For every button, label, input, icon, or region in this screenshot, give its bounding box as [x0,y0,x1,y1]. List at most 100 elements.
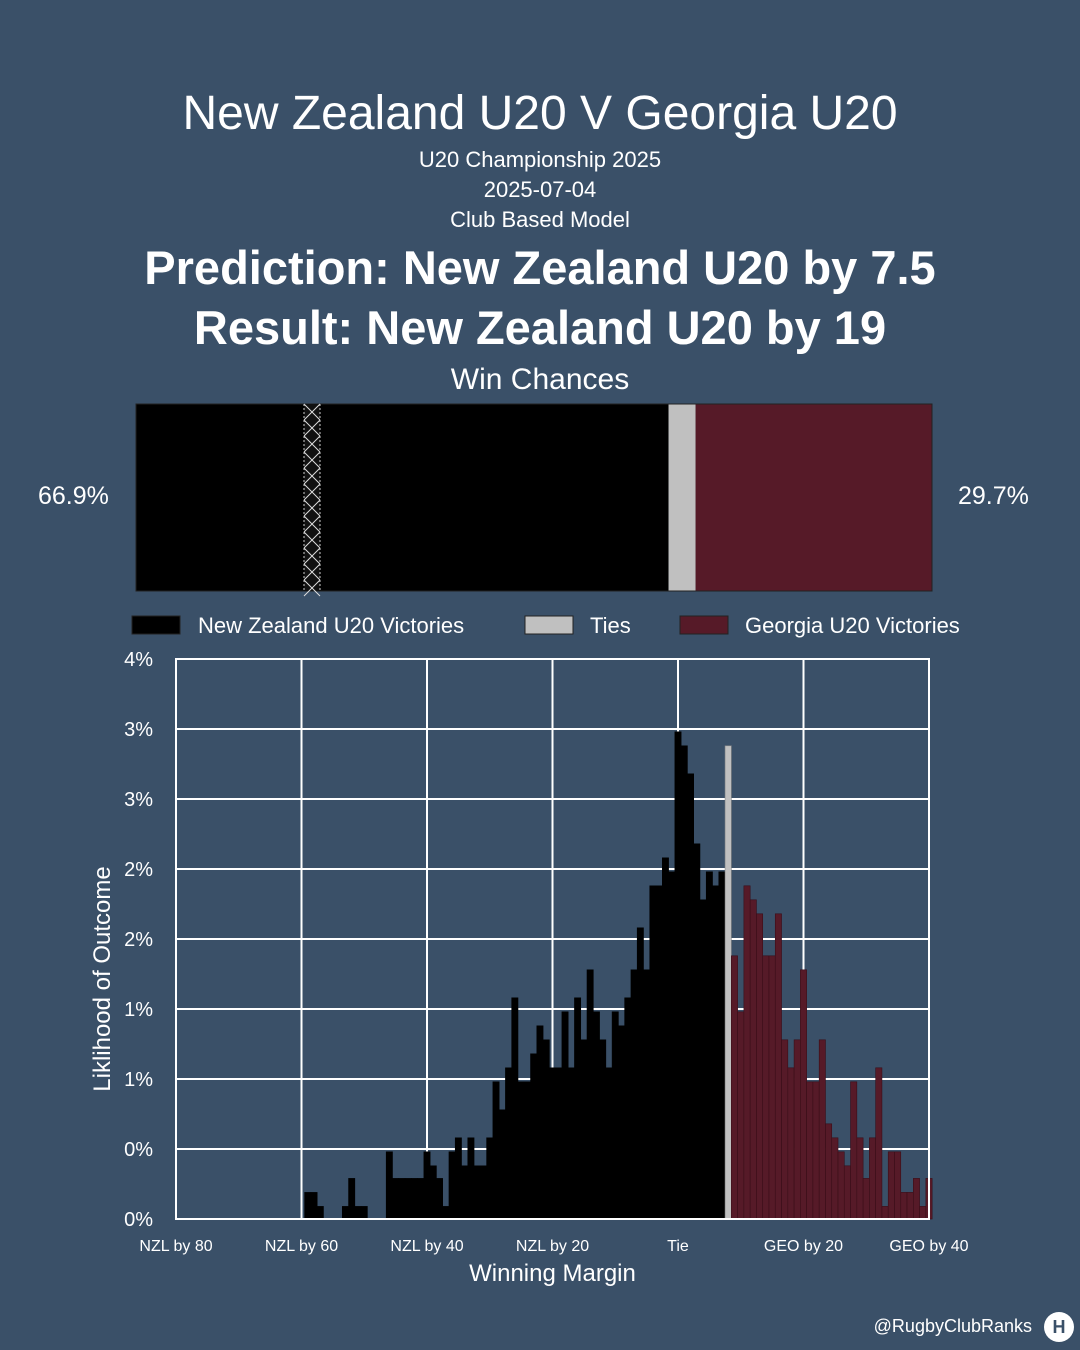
histogram-bar [743,885,751,1220]
histogram-bar [913,1178,920,1220]
histogram-bar [630,969,638,1220]
away-win-percent: 29.7% [958,482,1029,510]
x-tick-label: NZL by 20 [516,1238,589,1255]
histogram-bar [423,1151,431,1220]
histogram-bar [837,1151,845,1220]
histogram-bar [385,1151,393,1220]
histogram-bar [693,843,701,1220]
histogram-bar [404,1178,412,1220]
x-axis-label: Winning Margin [469,1260,636,1287]
histogram-bar [781,1039,789,1220]
histogram-bar [561,1011,569,1220]
histogram-bar [774,913,782,1220]
histogram-bar [705,871,713,1220]
histogram-bar [480,1165,487,1220]
histogram-bar [850,1081,858,1220]
histogram-bar [429,1165,437,1220]
histogram-bar [718,871,726,1220]
histogram-bar [624,997,632,1220]
y-tick-label: 0% [124,1209,153,1231]
competition-name: U20 Championship 2025 [418,147,662,172]
y-tick-label: 1% [124,1069,153,1091]
histogram-bar [517,1081,525,1220]
histogram-bar [467,1137,475,1220]
histogram-bar [574,997,582,1220]
match-date: 2025-07-04 [483,177,597,202]
result-text: Result: New Zealand U20 by 19 [193,301,887,354]
x-tick-label: Tie [667,1238,689,1255]
histogram-bar [486,1137,494,1220]
histogram-bar [549,1067,556,1220]
histogram-bar [856,1137,864,1220]
bar-outline [135,403,933,592]
result-marker-strip [303,403,321,597]
x-tick-label: NZL by 80 [139,1238,212,1255]
bar-segment-away [695,404,932,591]
twitter-handle[interactable]: @RugbyClubRanks [873,1316,1032,1336]
histogram-bar [592,1011,600,1220]
histogram-bar [655,885,663,1220]
y-tick-label: 3% [124,789,153,811]
histogram-bar [900,1192,908,1220]
brand-logo-icon: H [1044,1312,1074,1342]
histogram-bar [806,1081,814,1220]
histogram-bar [511,997,519,1220]
histogram-bar [436,1178,443,1220]
histogram-bar [787,1067,795,1220]
histogram-bar [492,1081,500,1220]
legend-label: Ties [590,613,631,638]
histogram-bar [618,1025,625,1220]
bar-segment-home [136,404,669,591]
y-tick-label: 0% [124,1139,153,1161]
histogram-bar [680,745,688,1220]
histogram-bar [649,885,657,1220]
histogram-bar [724,745,732,1220]
legend-label: New Zealand U20 Victories [198,613,464,638]
histogram-bar [341,1206,349,1220]
y-tick-label: 4% [124,649,153,671]
histogram-bar [662,857,669,1220]
histogram-bar [875,1067,883,1220]
y-tick-label: 1% [124,999,153,1021]
histogram-bar [800,969,807,1220]
histogram-bar [762,955,770,1220]
histogram-bar [674,731,682,1220]
histogram-bar [668,871,676,1220]
x-tick-label: NZL by 60 [265,1238,338,1255]
histogram-bar [881,1206,889,1220]
legend-swatch [131,615,181,635]
histogram-bar [536,1025,544,1220]
x-tick-label: NZL by 40 [390,1238,463,1255]
y-tick-label: 2% [124,929,153,951]
y-tick-label: 3% [124,719,153,741]
histogram-bar [643,969,651,1220]
histogram-bar [599,1039,607,1220]
histogram-bar [687,773,694,1220]
histogram-bar [398,1178,406,1220]
histogram-bar [869,1137,876,1220]
histogram-bar [411,1178,418,1220]
histogram-bar [894,1151,902,1220]
histogram-bar [505,1067,513,1220]
histogram-bar [793,1039,801,1220]
histogram-bar [567,1067,575,1220]
y-axis-label: Liklihood of Outcome [89,866,116,1091]
histogram-bar [580,1039,588,1220]
page-title: New Zealand U20 V Georgia U20 [182,87,898,140]
histogram-bar [523,1081,531,1220]
y-tick-labels: 0% 0% 1% 1% 2% 2% 3% 3% 4% [124,649,153,1231]
histogram-bar [555,1067,563,1220]
histogram-bar [887,1151,895,1220]
legend-swatch [524,615,574,635]
histogram-bar [310,1192,318,1220]
histogram-bar [354,1206,362,1220]
win-chances-bar [135,403,933,597]
histogram-bar [756,913,764,1220]
histogram-bar [392,1178,400,1220]
prediction-text: Prediction: New Zealand U20 by 7.5 [144,241,936,294]
histogram-bar [586,969,594,1220]
histogram-bar [542,1039,550,1220]
histogram-bar [862,1178,870,1220]
win-chances-label: Win Chances [450,363,630,396]
